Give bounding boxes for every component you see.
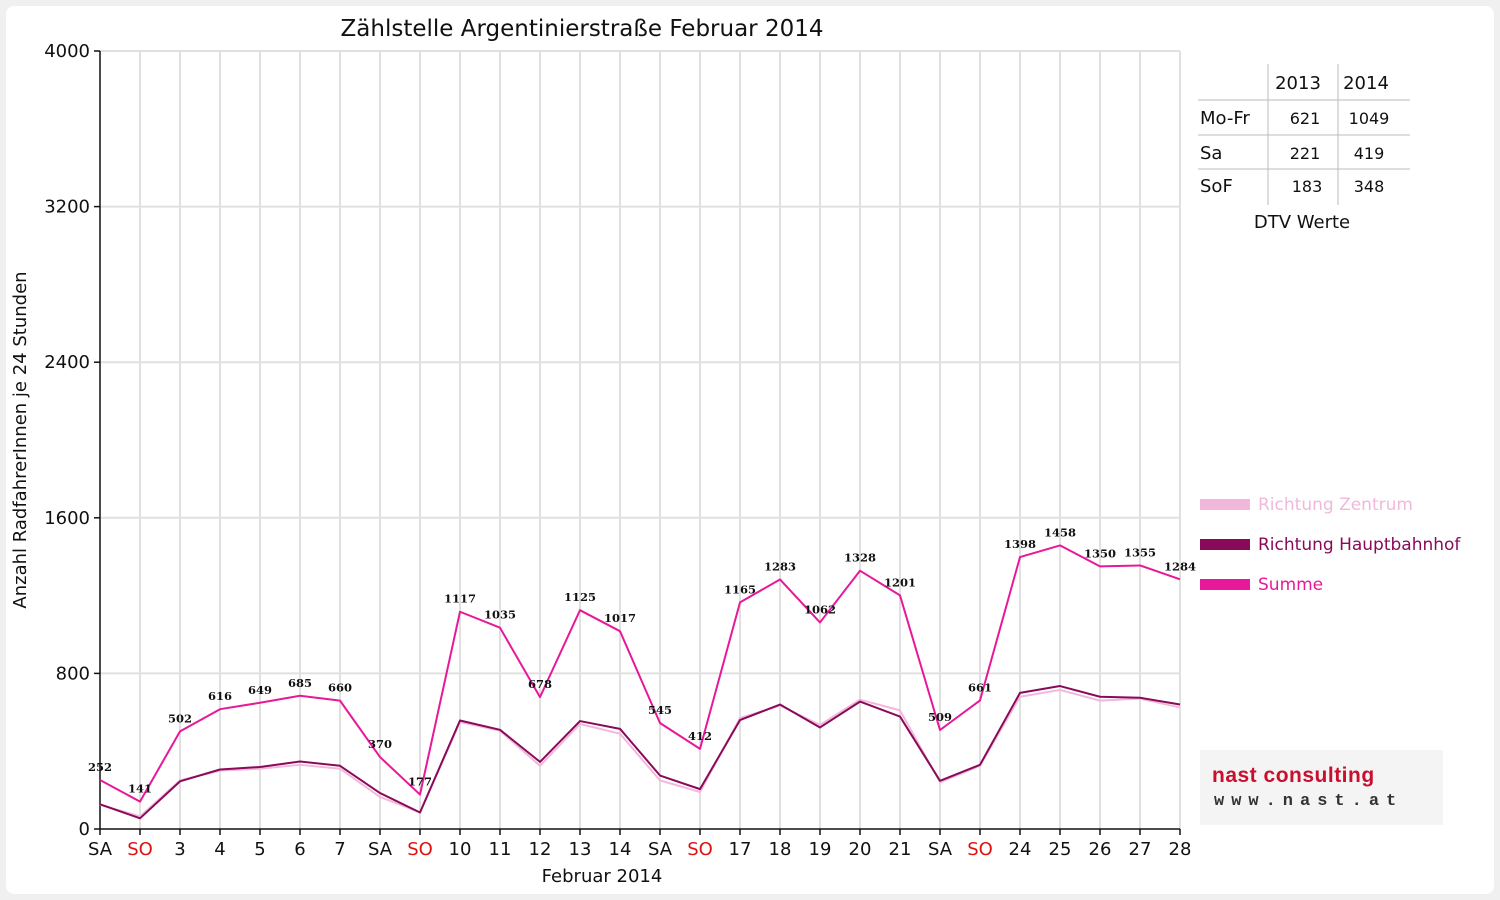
x-tick-label: SO (687, 839, 713, 860)
legend: Richtung Zentrum Richtung Hauptbahnhof S… (1200, 495, 1461, 595)
data-label: 252 (88, 760, 112, 774)
series-line-hauptbahnhof (99, 685, 1181, 820)
table-row-label: Mo-Fr (1200, 108, 1250, 129)
logo-url: www.nast.at (1214, 792, 1404, 811)
data-label: 1117 (444, 592, 476, 606)
y-tick-label: 800 (56, 663, 90, 684)
dtv-table: 2013 2014 Mo-Fr 621 1049 Sa 221 419 SoF … (1198, 64, 1410, 233)
data-label: 502 (168, 711, 192, 725)
x-tick-label: 10 (449, 839, 472, 860)
legend-label-zentrum: Richtung Zentrum (1258, 495, 1413, 515)
y-tick-label: 0 (79, 819, 90, 840)
legend-label-hauptbahnhof: Richtung Hauptbahnhof (1258, 535, 1461, 555)
x-tick-label: SA (648, 839, 673, 860)
x-tick-label: SA (368, 839, 393, 860)
table-cell: 621 (1290, 109, 1321, 128)
y-axis-label: Anzahl RadfahrerInnen je 24 Stunden (10, 271, 31, 608)
data-label: 685 (288, 676, 312, 690)
data-label: 1035 (484, 608, 516, 622)
y-ticks: 0 800 1600 2400 3200 4000 (44, 41, 100, 840)
y-tick-label: 4000 (44, 41, 90, 62)
company-logo: nast consulting www.nast.at (1200, 750, 1443, 825)
legend-swatch-summe (1200, 579, 1250, 590)
data-label: 660 (328, 681, 352, 695)
series-group (99, 544, 1181, 820)
table-header-2013: 2013 (1275, 73, 1321, 94)
x-tick-label: SA (88, 839, 113, 860)
data-label: 1284 (1164, 559, 1196, 573)
x-tick-label: SO (407, 839, 433, 860)
x-tick-label: 17 (729, 839, 752, 860)
x-tick-label: SA (928, 839, 953, 860)
data-label: 370 (368, 737, 392, 751)
legend-label-summe: Summe (1258, 575, 1323, 595)
x-tick-label: 24 (1009, 839, 1032, 860)
table-cell: 221 (1290, 144, 1321, 163)
table-cell: 348 (1354, 177, 1385, 196)
data-label: 1398 (1004, 537, 1036, 551)
legend-swatch-zentrum (1200, 499, 1250, 510)
y-tick-label: 1600 (44, 508, 90, 529)
data-label: 1201 (884, 575, 916, 589)
data-label: 661 (968, 680, 992, 694)
x-tick-label: 5 (254, 839, 265, 860)
data-label: 1350 (1084, 546, 1116, 560)
data-label: 141 (128, 782, 152, 796)
data-label: 1355 (1124, 545, 1156, 559)
grid (100, 50, 1181, 829)
series-line-zentrum (99, 688, 1181, 818)
data-label: 1165 (724, 582, 756, 596)
x-tick-label: 26 (1089, 839, 1112, 860)
data-label: 412 (688, 729, 712, 743)
x-tick-label: 20 (849, 839, 872, 860)
x-tick-label: 18 (769, 839, 792, 860)
data-label: 678 (528, 677, 552, 691)
x-tick-label: 13 (569, 839, 592, 860)
table-cell: 183 (1292, 177, 1323, 196)
data-label: 1328 (844, 551, 876, 565)
table-cell: 1049 (1349, 109, 1390, 128)
x-tick-label: 21 (889, 839, 912, 860)
x-tick-label: 27 (1129, 839, 1152, 860)
x-tick-label: 11 (489, 839, 512, 860)
table-caption: DTV Werte (1254, 212, 1350, 233)
x-axis-label: Februar 2014 (542, 866, 663, 887)
x-tick-label: 4 (214, 839, 225, 860)
data-label: 1283 (764, 559, 796, 573)
data-label: 1458 (1044, 525, 1076, 539)
data-label: 177 (408, 775, 432, 789)
x-tick-label: 7 (334, 839, 345, 860)
axes (99, 51, 1180, 830)
x-tick-label: SO (127, 839, 153, 860)
table-header-2014: 2014 (1343, 73, 1389, 94)
x-tick-label: 12 (529, 839, 552, 860)
value-labels: 252 141 502 616 649 685 660 370 177 1117 1035 678 11… (88, 525, 1196, 795)
data-label: 1017 (604, 611, 636, 625)
x-ticks: SA SO 3 4 5 6 7 SA SO 10 11 12 13 14 SA SO 17 18 19 20 21 SA S… (88, 829, 1191, 860)
data-label: 649 (248, 683, 272, 697)
data-label: 545 (648, 703, 672, 717)
y-tick-label: 2400 (44, 352, 90, 373)
x-tick-label: 19 (809, 839, 832, 860)
x-tick-label: 6 (294, 839, 305, 860)
legend-swatch-hauptbahnhof (1200, 539, 1250, 550)
data-label: 616 (208, 689, 232, 703)
data-label: 1062 (804, 602, 836, 616)
logo-name: nast consulting (1212, 764, 1375, 787)
x-tick-label: 25 (1049, 839, 1072, 860)
y-tick-label: 3200 (44, 197, 90, 218)
series-line-summe (99, 544, 1181, 803)
table-row-label: SoF (1200, 176, 1233, 197)
chart-title: Zählstelle Argentinierstraße Februar 201… (341, 16, 824, 42)
data-label: 509 (928, 710, 952, 724)
table-row-label: Sa (1200, 143, 1222, 164)
x-tick-label: SO (967, 839, 993, 860)
x-tick-label: 28 (1169, 839, 1192, 860)
chart-frame (6, 6, 1494, 894)
data-label: 1125 (564, 590, 596, 604)
table-cell: 419 (1354, 144, 1385, 163)
x-tick-label: 14 (609, 839, 632, 860)
x-tick-label: 3 (174, 839, 185, 860)
